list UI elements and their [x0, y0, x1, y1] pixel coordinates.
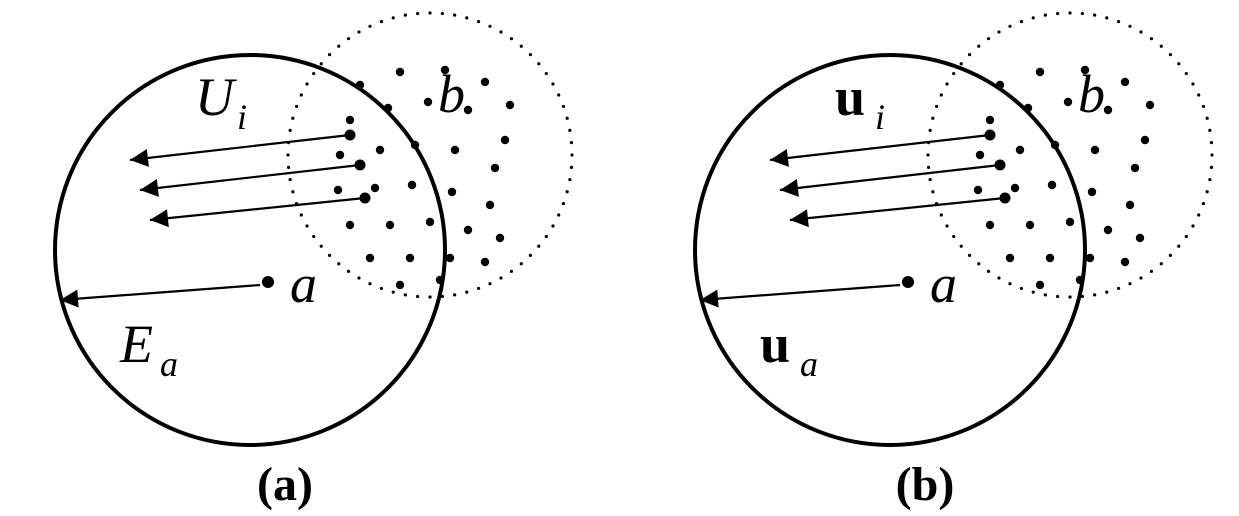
- svg-text:a: a: [800, 344, 818, 384]
- svg-text:(b): (b): [896, 458, 955, 511]
- svg-text:E: E: [119, 314, 153, 374]
- svg-text:b: b: [1078, 64, 1105, 124]
- svg-text:i: i: [875, 97, 885, 137]
- svg-text:a: a: [160, 344, 178, 384]
- svg-text:(a): (a): [257, 458, 313, 511]
- svg-text:U: U: [195, 67, 237, 127]
- diagram-canvas: UibaEa(a)uibaua(b): [0, 0, 1239, 516]
- svg-text:u: u: [835, 67, 865, 127]
- svg-text:b: b: [438, 64, 465, 124]
- svg-text:a: a: [290, 254, 317, 314]
- svg-text:i: i: [237, 97, 247, 137]
- svg-text:u: u: [760, 314, 790, 374]
- svg-text:a: a: [930, 254, 957, 314]
